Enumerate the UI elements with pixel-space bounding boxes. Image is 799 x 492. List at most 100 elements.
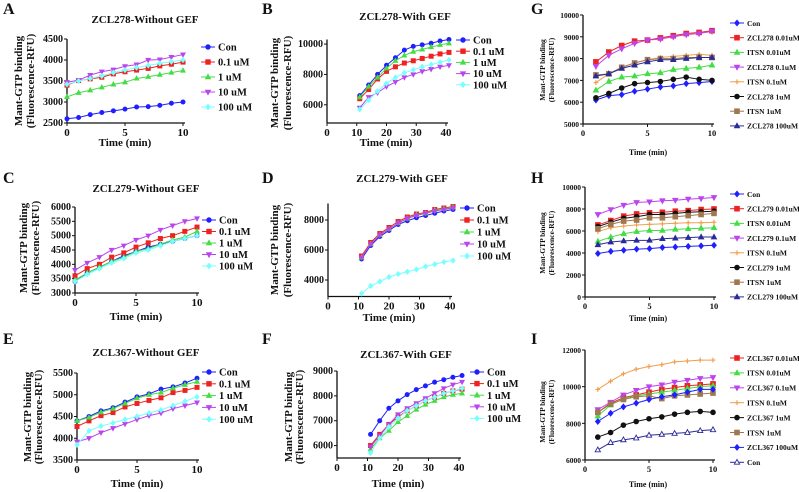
legend-label: ITSN 1uM — [747, 278, 781, 287]
series-line — [597, 236, 714, 246]
data-point — [594, 434, 601, 440]
data-point — [108, 259, 115, 267]
y-tick-label: 12000 — [562, 346, 581, 355]
x-tick-label: 10 — [178, 127, 190, 139]
series-line — [597, 212, 715, 230]
data-point — [644, 79, 651, 86]
data-point — [620, 403, 627, 411]
data-point — [194, 393, 200, 401]
y-tick-label: 10000 — [562, 183, 581, 192]
data-point — [108, 247, 115, 254]
series-10-um — [64, 52, 186, 86]
data-point — [607, 409, 614, 417]
data-point — [684, 233, 692, 240]
data-point — [392, 64, 398, 70]
legend-label: 0.1 uM — [218, 58, 250, 69]
legend-item: 10 uM — [460, 240, 506, 251]
data-point — [441, 377, 447, 383]
chart-panel-i: I 6000 8000 10000 12000 0 5 10 Time (min) Mant-GT… — [531, 331, 799, 489]
y-axis-label: Mant-GTP binding — [269, 37, 281, 128]
series-line — [74, 217, 198, 271]
data-point — [644, 70, 651, 77]
data-point — [366, 97, 372, 104]
data-point — [182, 398, 188, 405]
legend-marker — [459, 71, 467, 78]
data-point — [672, 359, 677, 365]
data-point — [709, 375, 717, 382]
legend-marker — [734, 205, 740, 212]
data-point — [696, 426, 704, 434]
data-point — [122, 400, 128, 406]
data-point — [75, 77, 82, 85]
data-point — [450, 257, 456, 264]
series-100-um — [74, 393, 200, 448]
data-point — [401, 60, 407, 66]
y-tick-label: 7000 — [313, 416, 333, 427]
data-point — [377, 418, 383, 424]
x-axis-label: Time (min) — [629, 148, 668, 157]
data-point — [646, 199, 653, 206]
legend-marker — [733, 64, 741, 71]
data-point — [608, 221, 614, 228]
legend-item: ZCL278 0.1uM — [730, 63, 796, 72]
data-point — [383, 64, 390, 71]
x-tick-label: 0 — [581, 128, 585, 138]
series-zcl367-100um — [594, 385, 716, 426]
series-0-1-um — [359, 203, 456, 259]
y-axis-label: (Fluorescence-RFU) — [294, 369, 306, 464]
legend-marker — [205, 103, 211, 111]
data-point — [685, 220, 691, 226]
data-point — [633, 418, 639, 425]
data-point — [395, 415, 401, 422]
data-point — [432, 379, 438, 385]
data-point — [710, 385, 716, 393]
data-point — [684, 388, 691, 396]
x-tick-label: 30 — [411, 127, 423, 139]
legend-label: 100 uM — [487, 414, 521, 425]
x-tick-label: 10 — [710, 301, 719, 311]
data-point — [72, 278, 78, 285]
legend-marker — [734, 19, 740, 27]
data-point — [422, 211, 429, 217]
legend-marker — [204, 73, 212, 80]
legend-item: 0.1 uM — [202, 227, 251, 238]
legend-label: 1 uM — [219, 239, 243, 250]
legend-item: 0.1 uM — [201, 58, 250, 69]
legend-label: Con — [473, 36, 492, 47]
y-tick-label: 5000 — [53, 390, 73, 401]
data-point — [134, 394, 140, 401]
data-point — [428, 53, 434, 59]
legend-item: 10 uM — [202, 250, 248, 261]
series-line — [595, 64, 713, 91]
data-point — [386, 423, 392, 431]
legend-marker — [459, 58, 467, 65]
data-point — [422, 401, 429, 407]
data-point — [685, 358, 690, 364]
legend-marker — [205, 59, 211, 65]
legend-marker — [205, 405, 213, 411]
chart-panel-g: G 5000 6000 7000 8000 9000 10000 0 5 10 Time (min)… — [531, 1, 799, 157]
x-tick-label: 10 — [351, 127, 363, 139]
data-point — [428, 43, 435, 50]
legend-label: ZCL279 0.01uM — [747, 205, 799, 214]
data-point — [98, 83, 105, 90]
data-point — [697, 233, 705, 240]
y-tick-label: 3500 — [51, 274, 71, 285]
legend-item: ZCL279 0.1uM — [730, 234, 796, 243]
x-tick-label: 5 — [122, 127, 128, 139]
data-point — [670, 76, 677, 83]
legend-label: 1 uM — [219, 391, 243, 402]
legend-label: ITSN 0.01uM — [747, 369, 791, 378]
chart-title: ZCL367-With GEF — [360, 349, 452, 361]
legend-label: 10 uM — [218, 88, 247, 99]
data-point — [697, 224, 705, 231]
data-point — [110, 108, 116, 114]
data-point — [633, 393, 639, 400]
legend-item: Con — [202, 368, 238, 379]
data-point — [647, 222, 652, 227]
data-point — [134, 413, 140, 420]
data-point — [594, 412, 602, 419]
data-point — [87, 112, 93, 118]
x-axis-label: Time (min) — [111, 478, 164, 490]
y-tick-label: 2500 — [43, 118, 63, 129]
